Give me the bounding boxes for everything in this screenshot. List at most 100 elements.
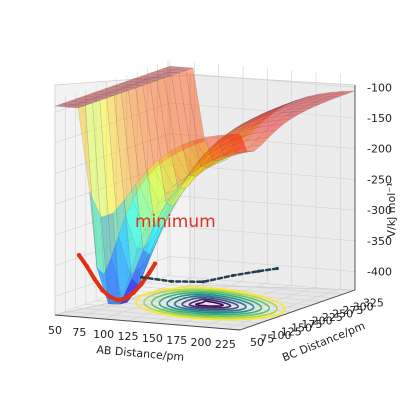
minimum-annotation: minimum xyxy=(135,212,216,232)
surface-patch xyxy=(172,177,193,187)
surface-patch xyxy=(124,84,143,89)
surface-patch xyxy=(88,96,107,101)
surface-patch xyxy=(213,149,233,166)
surface-patch xyxy=(204,136,224,154)
surface-patch xyxy=(233,120,253,135)
surface-patch xyxy=(268,104,288,112)
contour-line xyxy=(158,291,263,316)
surface-patch xyxy=(245,131,265,142)
surface-patch xyxy=(180,172,200,181)
surface-patch xyxy=(259,107,279,119)
surface-patch xyxy=(170,176,190,199)
surface-patch xyxy=(233,133,254,146)
surface-patch xyxy=(132,186,152,231)
surface-patch xyxy=(112,83,132,88)
y-axis-line xyxy=(239,289,356,331)
contour-line xyxy=(188,298,232,309)
surface-patch xyxy=(183,157,203,185)
surface-patch xyxy=(324,91,344,95)
surface-patch xyxy=(83,93,103,98)
surface-patch xyxy=(101,213,121,305)
surface-patch xyxy=(167,177,187,209)
surface-patch xyxy=(252,110,272,122)
surface-patch xyxy=(236,124,256,140)
y-tick-label: 300 xyxy=(353,300,374,313)
surface-patch xyxy=(177,169,197,190)
grid-line xyxy=(54,256,171,297)
surface-patch xyxy=(181,160,201,185)
surface-patch xyxy=(141,73,161,78)
surface-patch xyxy=(313,91,332,97)
surface-patch xyxy=(106,95,126,236)
z-tick-label: -100 xyxy=(367,81,392,94)
surface-patch xyxy=(242,114,262,125)
surface-patch xyxy=(278,114,298,121)
surface-patch xyxy=(232,133,252,151)
surface-patch xyxy=(125,199,145,251)
surface-patch xyxy=(277,105,296,112)
surface-patch xyxy=(229,129,249,142)
surface-patch xyxy=(173,179,193,207)
surface-patch xyxy=(314,98,334,103)
surface-patch xyxy=(237,116,258,128)
trajectory-point xyxy=(100,288,105,293)
x-tick-label: 225 xyxy=(215,338,236,351)
grid-line xyxy=(54,164,171,205)
x-tick-label: 100 xyxy=(93,328,114,341)
surface-patch xyxy=(301,93,321,99)
surface-patch xyxy=(161,195,181,229)
surface-patch xyxy=(99,97,119,258)
surface-patch xyxy=(98,88,117,93)
surface-patch xyxy=(174,168,194,195)
surface-patch xyxy=(150,215,170,256)
surface-patch xyxy=(267,115,287,122)
surface-patch xyxy=(236,123,256,134)
surface-patch xyxy=(77,105,98,268)
contour-line xyxy=(166,293,255,314)
surface-patch xyxy=(226,124,246,139)
surface-patch xyxy=(174,66,194,71)
surface-patch xyxy=(188,155,208,177)
grid-line xyxy=(54,225,171,267)
x-tick-label: 125 xyxy=(118,330,139,343)
surface-patch xyxy=(128,87,148,188)
y-tick-label: 275 xyxy=(342,304,363,317)
surface-patch xyxy=(269,109,289,115)
grid-line xyxy=(103,278,219,320)
surface-patch xyxy=(217,133,238,148)
surface-patch xyxy=(186,153,206,178)
surface-patch xyxy=(129,243,150,275)
surface-patch xyxy=(275,101,295,109)
y-tick-label: 325 xyxy=(363,297,384,310)
surface-patch xyxy=(111,235,131,300)
trajectory-point xyxy=(123,296,128,301)
surface-patch xyxy=(118,215,138,275)
surface-patch xyxy=(300,104,320,109)
surface-patch xyxy=(201,161,221,169)
surface-patch xyxy=(214,134,234,151)
surface-patch xyxy=(168,181,188,216)
surface-patch xyxy=(293,107,312,112)
surface-patch xyxy=(76,95,96,100)
surface-patch xyxy=(265,107,285,115)
surface-patch xyxy=(190,143,210,169)
surface-patch xyxy=(206,153,226,169)
surface-patch xyxy=(240,117,260,132)
x-tick-label: 75 xyxy=(72,326,86,339)
surface-patch xyxy=(254,110,273,119)
grid-line xyxy=(169,133,356,150)
y-tick-label: 75 xyxy=(260,332,274,345)
contour-line xyxy=(173,295,247,312)
z-tick-label: -350 xyxy=(367,235,392,248)
z-tick-label: -150 xyxy=(367,112,392,125)
contour-line xyxy=(135,286,286,321)
surface-patch xyxy=(198,156,218,173)
surface-patch xyxy=(191,160,211,178)
trajectory-point xyxy=(275,266,279,271)
trajectory-line xyxy=(140,267,279,284)
surface-patch xyxy=(69,98,89,103)
surface-patch xyxy=(266,105,286,116)
surface-patch xyxy=(252,125,273,135)
surface-patch xyxy=(177,174,197,190)
surface-patch xyxy=(205,135,225,161)
